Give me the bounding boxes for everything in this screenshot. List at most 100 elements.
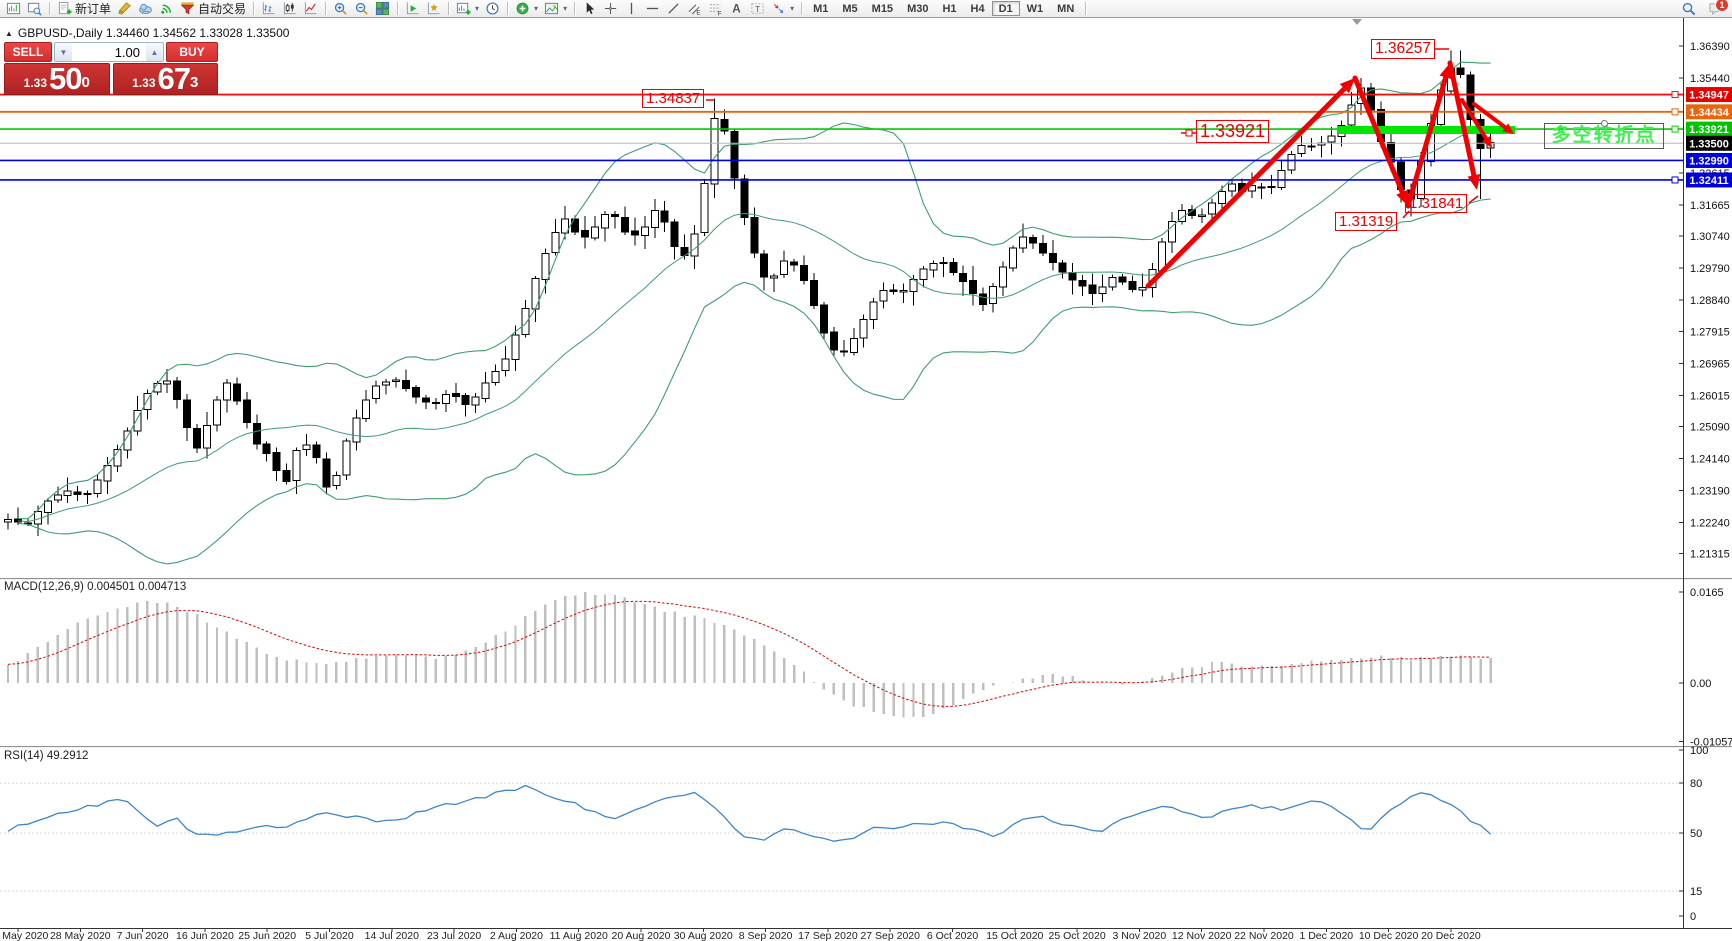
autotrade-button[interactable]: 自动交易	[177, 0, 249, 17]
crosshair-button[interactable]	[600, 0, 621, 17]
timeframe-m1[interactable]: M1	[806, 1, 835, 16]
clock-button[interactable]	[482, 0, 503, 17]
price-tick-label: 1.30740	[1690, 231, 1730, 243]
data-window-button[interactable]	[402, 0, 423, 17]
timeframe-mn[interactable]: MN	[1050, 1, 1081, 16]
zoom-in-button[interactable]	[330, 0, 351, 17]
zoom-out-button[interactable]	[351, 0, 372, 17]
zoom-in-icon	[333, 1, 348, 16]
buy-price[interactable]: 1.33 67 3	[112, 61, 218, 96]
new-chart-button[interactable]: ▾	[453, 0, 482, 17]
highlight-bar[interactable]	[1337, 126, 1515, 134]
chart-profile-icon	[27, 1, 42, 16]
hline-button[interactable]	[642, 0, 663, 17]
price-annotation[interactable]: 1.36257	[1371, 39, 1436, 59]
text-button[interactable]: A	[726, 0, 747, 17]
timeframe-m15[interactable]: M15	[865, 1, 900, 16]
macd-indicator-label: MACD(12,26,9) 0.004501 0.004713	[4, 581, 187, 593]
price-tick-label: 1.24140	[1690, 454, 1730, 466]
chart-shift-marker-icon[interactable]	[1352, 19, 1362, 25]
new-order-button[interactable]: 新订单	[54, 0, 114, 17]
clock-icon	[485, 1, 500, 16]
line-chart-button[interactable]	[300, 0, 321, 17]
small-trend-arrow[interactable]	[1460, 98, 1490, 143]
timeframe-d1[interactable]: D1	[991, 1, 1020, 16]
sell-price[interactable]: 1.33 50 0	[4, 63, 110, 95]
chat-button[interactable]: 1	[1705, 0, 1729, 17]
label-button[interactable]: T	[747, 0, 768, 17]
date-tick-label: 15 Oct 2020	[986, 930, 1043, 941]
price-tick-label: 1.35440	[1690, 73, 1730, 85]
price-tick-label: 1.21315	[1690, 549, 1730, 561]
templates-button[interactable]: ▾	[541, 0, 570, 17]
rsi-scale-label: 15	[1690, 886, 1702, 898]
toolbar-separator	[253, 2, 255, 15]
date-tick-label: 6 Oct 2020	[927, 930, 979, 941]
price-tick-label: 1.29790	[1690, 263, 1730, 275]
trendline-button[interactable]	[663, 0, 684, 17]
arrows-button[interactable]: ▾	[768, 0, 797, 17]
timeframe-h4[interactable]: H4	[964, 1, 992, 16]
indicators-button[interactable]: ▾	[512, 0, 541, 17]
search-button[interactable]	[1678, 0, 1699, 17]
toolbar-separator	[49, 2, 50, 15]
price-badge	[1686, 104, 1732, 120]
timeframe-m30[interactable]: M30	[900, 1, 935, 16]
price-annotation[interactable]: 1.31319	[1335, 212, 1398, 231]
text-icon: A	[729, 1, 744, 16]
price-annotation[interactable]: 1.31841	[1405, 194, 1468, 213]
channel-icon: E	[687, 1, 702, 16]
date-tick-label: 25 Oct 2020	[1048, 930, 1105, 941]
cursor-button[interactable]	[579, 0, 600, 17]
price-tick-label: 1.26015	[1690, 390, 1730, 402]
selection-handle[interactable]	[1601, 120, 1608, 127]
note-text: 多空转折点	[1551, 125, 1657, 146]
volume-increase-button[interactable]: ▲	[146, 43, 163, 61]
svg-text:A: A	[732, 3, 741, 16]
highlighter-button[interactable]	[114, 0, 135, 17]
chart-profile-button[interactable]	[24, 0, 45, 17]
sell-button[interactable]: SELL	[4, 42, 52, 62]
toolbar-separator	[801, 2, 803, 15]
volume-input[interactable]	[72, 43, 146, 61]
price-annotation[interactable]: 1.34837	[642, 89, 705, 108]
rsi-scale-label: 80	[1690, 778, 1702, 790]
fibonacci-button[interactable]: F	[705, 0, 726, 17]
channel-button[interactable]: E	[684, 0, 705, 17]
price-tick-label: 1.27915	[1690, 326, 1730, 338]
metaeditor-button[interactable]	[135, 0, 156, 17]
note-text-object[interactable]: 多空转折点	[1544, 120, 1664, 149]
date-tick-label: 12 Nov 2020	[1172, 930, 1232, 941]
volume-stepper: ▼ ▲	[54, 42, 164, 62]
trend-arrow[interactable]	[1145, 84, 1349, 289]
toolbar-separator	[507, 2, 509, 15]
price-badge-label: 1.32990	[1689, 155, 1729, 167]
date-tick-label: 2 Aug 2020	[490, 930, 543, 941]
date-tick-label: 30 Aug 2020	[674, 930, 733, 941]
chart-window-button[interactable]	[3, 0, 24, 17]
small-trend-arrow[interactable]	[1472, 102, 1509, 131]
timeframe-m5[interactable]: M5	[835, 1, 864, 16]
buy-price-big: 67	[157, 61, 191, 96]
bollinger-upper-band	[17, 61, 1491, 520]
trend-arrow[interactable]	[1352, 75, 1406, 197]
date-tick-label: 10 Dec 2020	[1359, 930, 1419, 941]
trend-arrow[interactable]	[1405, 72, 1449, 209]
bar-chart-button[interactable]	[258, 0, 279, 17]
vline-button[interactable]	[621, 0, 642, 17]
volume-decrease-button[interactable]: ▼	[55, 43, 72, 61]
trend-arrow[interactable]	[1447, 60, 1477, 180]
price-annotation[interactable]: 1.33921	[1196, 120, 1270, 143]
price-tick-label: 1.25090	[1690, 422, 1730, 434]
timeframe-h1[interactable]: H1	[935, 1, 963, 16]
buy-button[interactable]: BUY	[166, 42, 218, 62]
tester-button[interactable]	[423, 0, 444, 17]
tile-windows-button[interactable]	[372, 0, 393, 17]
new-chart-icon	[456, 1, 471, 16]
timeframe-w1[interactable]: W1	[1020, 1, 1051, 16]
date-tick-label: 27 Sep 2020	[860, 930, 920, 941]
signals-button[interactable]	[156, 0, 177, 17]
candle-chart-button[interactable]	[279, 0, 300, 17]
sell-price-small: 1.33	[23, 76, 48, 90]
